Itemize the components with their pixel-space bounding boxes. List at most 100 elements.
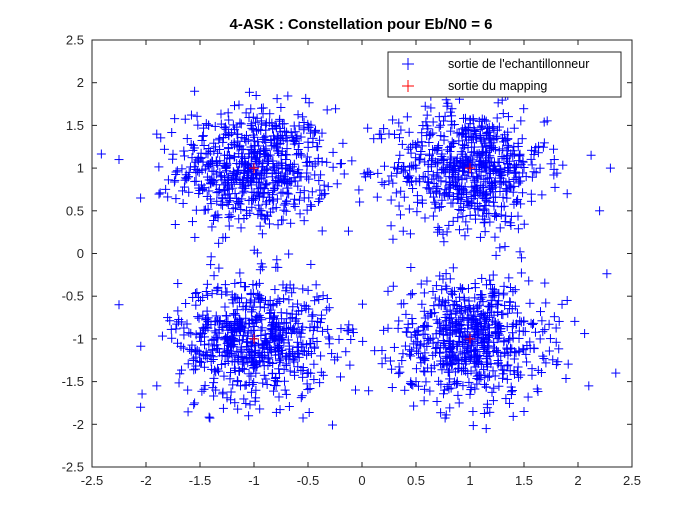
received-sample-point [369, 134, 379, 144]
received-sample-point [193, 120, 203, 130]
received-sample-point [439, 116, 449, 126]
received-sample-point [481, 177, 491, 187]
received-sample-point [480, 217, 490, 227]
received-sample-point [437, 285, 447, 295]
received-sample-point [443, 295, 453, 305]
received-sample-point [268, 156, 278, 166]
received-sample-point [223, 200, 233, 210]
received-sample-point [170, 175, 180, 185]
received-sample-point [204, 186, 214, 196]
received-sample-point [434, 376, 444, 386]
received-sample-point [203, 290, 213, 300]
received-sample-point [219, 371, 229, 381]
received-sample-point [470, 356, 480, 366]
received-sample-point [199, 123, 209, 133]
received-sample-point [161, 184, 171, 194]
received-sample-point [509, 354, 519, 364]
received-sample-point [451, 379, 461, 389]
received-sample-point [200, 381, 210, 391]
received-sample-point [189, 162, 199, 172]
received-sample-point [157, 331, 167, 341]
received-sample-point [257, 323, 267, 333]
received-sample-point [452, 301, 462, 311]
received-sample-point [501, 211, 511, 221]
received-sample-point [525, 343, 535, 353]
received-sample-point [394, 201, 404, 211]
received-sample-point [454, 193, 464, 203]
received-sample-point [421, 377, 431, 387]
received-sample-point [220, 162, 230, 172]
legend-label-mapping: sortie du mapping [448, 79, 547, 93]
received-sample-point [323, 182, 333, 192]
received-sample-point [230, 101, 240, 111]
received-sample-point [538, 142, 548, 152]
received-sample-point [476, 121, 486, 131]
received-sample-point [209, 378, 219, 388]
received-sample-point [260, 146, 270, 156]
received-sample-point [308, 161, 318, 171]
received-sample-point [274, 176, 284, 186]
received-sample-point [248, 112, 258, 122]
received-sample-point [207, 166, 217, 176]
received-sample-point [481, 329, 491, 339]
received-sample-point [211, 156, 221, 166]
received-sample-point [485, 275, 495, 285]
received-sample-point [224, 130, 234, 140]
received-sample-point [445, 178, 455, 188]
received-sample-point [580, 329, 590, 339]
received-sample-point [466, 347, 476, 357]
received-sample-point [439, 168, 449, 178]
received-sample-point [426, 103, 436, 113]
received-sample-point [492, 134, 502, 144]
y-tick-label: -2 [72, 417, 84, 432]
received-sample-point [415, 155, 425, 165]
received-sample-point [283, 91, 293, 101]
received-sample-point [269, 140, 279, 150]
received-sample-point [455, 283, 465, 293]
received-sample-point [202, 279, 212, 289]
received-sample-point [251, 368, 261, 378]
received-sample-point [240, 158, 250, 168]
received-sample-point [496, 210, 506, 220]
received-sample-point [192, 111, 202, 121]
received-sample-point [457, 366, 467, 376]
received-sample-point [540, 325, 550, 335]
received-sample-point [446, 116, 456, 126]
received-sample-point [363, 123, 373, 133]
received-sample-point [236, 277, 246, 287]
received-sample-point [203, 313, 213, 323]
received-sample-point [431, 281, 441, 291]
received-sample-point [193, 312, 203, 322]
received-sample-point [505, 304, 515, 314]
received-sample-point [155, 188, 165, 198]
received-sample-point [259, 303, 269, 313]
received-sample-point [497, 309, 507, 319]
received-sample-point [434, 112, 444, 122]
received-sample-point [448, 198, 458, 208]
received-sample-point [300, 346, 310, 356]
received-sample-point [303, 385, 313, 395]
received-sample-point [236, 327, 246, 337]
received-sample-point [293, 110, 303, 120]
received-sample-point [535, 307, 545, 317]
received-sample-point [464, 377, 474, 387]
received-sample-point [220, 280, 230, 290]
received-sample-point [446, 142, 456, 152]
received-sample-point [273, 262, 283, 272]
received-sample-point [297, 391, 307, 401]
received-sample-point [462, 155, 472, 165]
received-sample-point [491, 209, 501, 219]
received-sample-point [347, 156, 357, 166]
received-sample-point [420, 329, 430, 339]
received-sample-point [443, 367, 453, 377]
received-sample-point [335, 372, 345, 382]
received-sample-point [433, 318, 443, 328]
received-sample-point [136, 341, 146, 351]
received-sample-point [524, 276, 534, 286]
received-sample-point [254, 292, 264, 302]
received-sample-point [472, 324, 482, 334]
received-sample-point [209, 391, 219, 401]
x-tick-label: -2.5 [81, 473, 103, 488]
received-sample-point [489, 383, 499, 393]
y-tick-label: -2.5 [62, 460, 84, 475]
